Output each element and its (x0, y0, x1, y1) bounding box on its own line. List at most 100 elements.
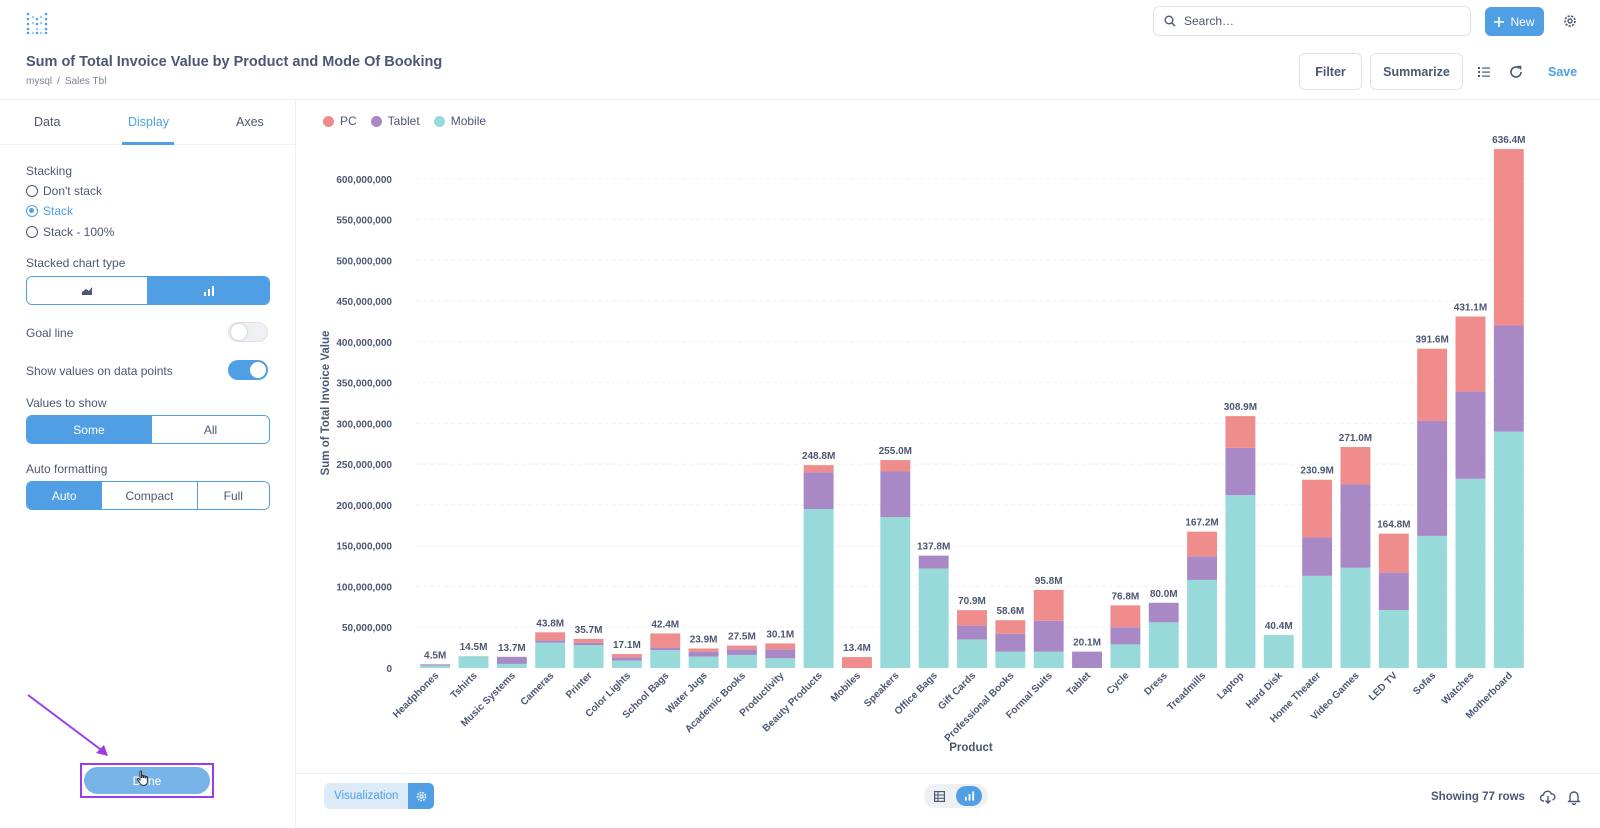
x-tick-label: Cycle (1105, 670, 1132, 697)
bar-segment-mobile (1340, 567, 1371, 668)
search-input[interactable] (1184, 14, 1444, 28)
bar-segment-tablet (1493, 325, 1524, 432)
bar-segment-tablet (496, 656, 527, 664)
settings-gear-icon[interactable] (1562, 13, 1578, 29)
breadcrumb-table[interactable]: Sales Tbl (64, 76, 107, 87)
bar-segment-mobile (611, 660, 642, 668)
legend-item-mobile[interactable]: Mobile (433, 114, 486, 128)
bar-segment-pc (1225, 416, 1256, 448)
goal-line-toggle[interactable] (228, 322, 268, 342)
bar-segment-mobile (1148, 622, 1179, 668)
breadcrumb-separator: / (57, 76, 60, 87)
bar-segment-mobile (420, 665, 451, 668)
legend-item-pc[interactable]: PC (323, 114, 357, 128)
bar-value-label: 167.2M (1185, 518, 1218, 529)
format-compact-option[interactable]: Compact (102, 482, 198, 509)
y-axis-label: Sum of Total Invoice Value (320, 331, 332, 476)
radio-circle-icon (26, 185, 38, 197)
visualization-settings-button[interactable] (408, 783, 435, 809)
x-tick-label: Printer (564, 670, 595, 701)
bar-value-label: 137.8M (917, 542, 950, 553)
bar-segment-mobile (1302, 575, 1333, 668)
bar-value-label: 80.0M (1150, 589, 1178, 600)
visualization-button[interactable]: Visualization (324, 783, 435, 809)
legend-label: PC (340, 114, 357, 128)
breadcrumb: mysql / Sales Tbl (26, 76, 106, 87)
legend-swatch (323, 115, 334, 127)
x-tick-label: Speakers (862, 670, 902, 710)
download-icon[interactable] (1540, 789, 1556, 805)
bar-segment-tablet (535, 640, 566, 643)
y-tick-label: 550,000,000 (336, 216, 392, 227)
active-tab-indicator (122, 142, 174, 145)
bar-segment-mobile (1378, 610, 1409, 668)
x-axis-label: Product (949, 742, 993, 754)
bar-segment-pc (650, 633, 681, 648)
x-tick-label: Cameras (519, 670, 557, 708)
radio-stack-100[interactable]: Stack - 100% (26, 225, 114, 239)
y-tick-label: 500,000,000 (336, 256, 392, 267)
notebook-editor-icon[interactable] (1476, 64, 1492, 80)
search-bar[interactable] (1153, 6, 1471, 36)
bar-value-label: 255.0M (879, 446, 912, 457)
bar-segment-pc (573, 638, 604, 643)
save-button[interactable]: Save (1548, 65, 1578, 79)
bar-value-label: 23.9M (690, 635, 718, 646)
values-all-option[interactable]: All (151, 416, 269, 443)
legend-swatch (433, 115, 445, 127)
bar-segment-pc (1302, 479, 1333, 538)
format-auto-option[interactable]: Auto (27, 482, 103, 509)
radio-stack[interactable]: Stack (26, 204, 73, 218)
tab-data[interactable]: Data (34, 115, 61, 129)
bar-value-label: 20.1M (1073, 638, 1101, 649)
chart-view-option[interactable] (956, 786, 982, 806)
chart-legend: PC Tablet Mobile (323, 114, 486, 128)
values-some-option[interactable]: Some (27, 416, 152, 443)
bar-value-label: 13.4M (843, 643, 871, 654)
tab-display[interactable]: Display (128, 115, 169, 129)
page-title: Sum of Total Invoice Value by Product an… (26, 54, 443, 70)
refresh-icon[interactable] (1508, 64, 1524, 80)
bar-value-label: 58.6M (996, 606, 1024, 617)
bar-value-label: 248.8M (802, 451, 835, 462)
bar-segment-tablet (688, 651, 719, 657)
x-tick-label: Headphones (391, 670, 442, 721)
filter-button[interactable]: Filter (1299, 53, 1362, 90)
bar-segment-tablet (1378, 572, 1409, 611)
bar-segment-mobile (1417, 535, 1448, 668)
y-tick-label: 600,000,000 (336, 175, 392, 186)
bar-segment-tablet (1187, 556, 1218, 580)
bar-segment-tablet (420, 664, 451, 666)
breadcrumb-database[interactable]: mysql (26, 76, 53, 87)
summarize-button[interactable]: Summarize (1370, 53, 1463, 90)
bar-value-label: 30.1M (766, 629, 794, 640)
bar-value-label: 27.5M (728, 632, 756, 643)
bar-segment-mobile (496, 663, 527, 668)
new-button[interactable]: New (1485, 7, 1544, 36)
table-view-option[interactable] (926, 786, 952, 806)
stacked-area-option[interactable] (27, 277, 148, 304)
bar-value-label: 271.0M (1339, 433, 1372, 444)
stacked-bar-option[interactable] (148, 277, 269, 304)
tab-axes[interactable]: Axes (236, 115, 264, 129)
x-tick-label: Mobiles (829, 670, 863, 704)
format-full-option[interactable]: Full (197, 482, 269, 509)
table-chart-toggle (924, 784, 988, 808)
top-bar: Sum of Total Invoice Value by Product an… (0, 0, 1600, 100)
radio-dont-stack[interactable]: Don't stack (26, 184, 102, 198)
bar-segment-mobile (573, 645, 604, 668)
bar-value-label: 164.8M (1377, 520, 1410, 531)
bar-segment-tablet (1033, 620, 1064, 652)
legend-label: Tablet (387, 114, 420, 128)
bar-value-label: 95.8M (1035, 576, 1063, 587)
bar-segment-pc (611, 654, 642, 658)
bar-segment-tablet (1455, 391, 1486, 479)
visualization-label[interactable]: Visualization (324, 783, 409, 809)
bar-segment-mobile (458, 656, 489, 668)
metabase-logo-icon[interactable] (26, 12, 48, 34)
bell-icon[interactable] (1566, 789, 1582, 805)
show-values-toggle[interactable] (228, 360, 268, 380)
bar-segment-mobile (1187, 579, 1218, 668)
legend-item-tablet[interactable]: Tablet (370, 114, 420, 128)
bar-value-label: 14.5M (460, 642, 488, 653)
